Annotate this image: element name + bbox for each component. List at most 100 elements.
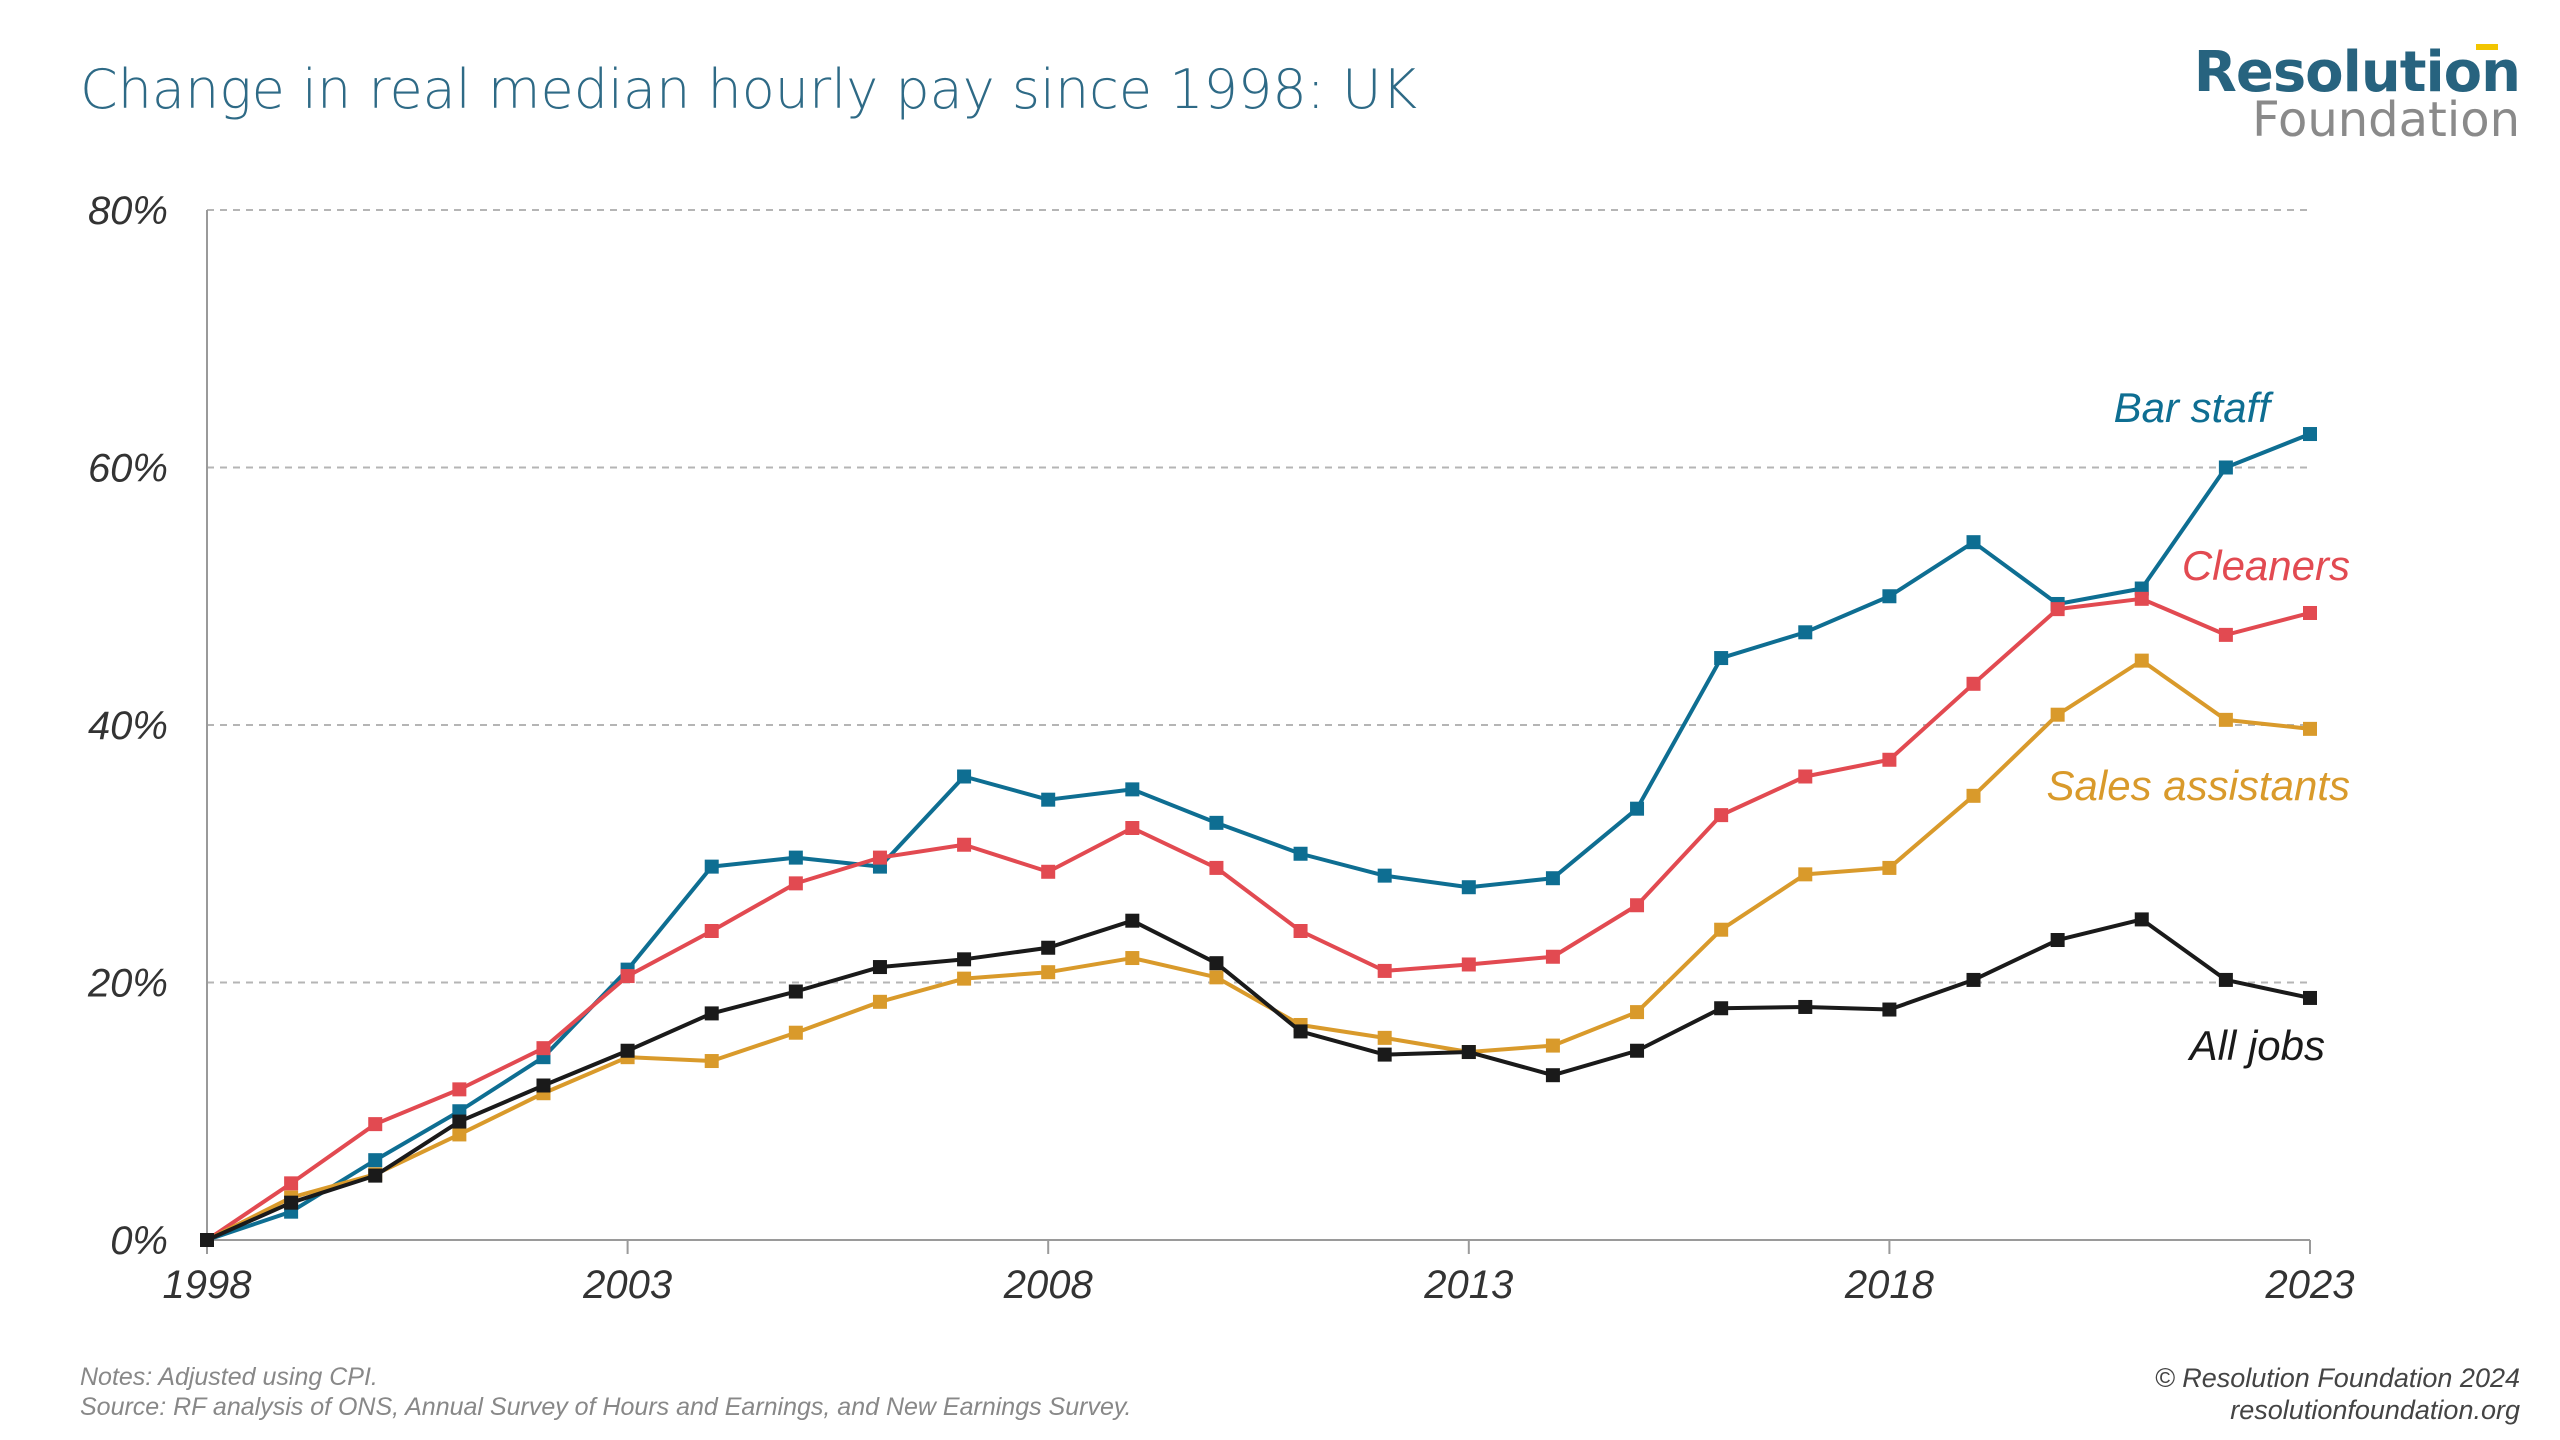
- point-sales-assistants-2008: [1041, 965, 1056, 980]
- point-cleaners-2011: [1293, 924, 1308, 938]
- point-all-jobs-2020: [2050, 933, 2065, 948]
- point-all-jobs-2015: [1630, 1043, 1645, 1058]
- point-cleaners-2010: [1209, 860, 1224, 875]
- logo-accent-mark: [2476, 44, 2498, 50]
- point-all-jobs-2023: [2303, 990, 2317, 1005]
- point-cleaners-2007: [957, 837, 972, 852]
- x-tick-label-2023: 2023: [2265, 1263, 2355, 1307]
- point-bar-staff-2017: [1798, 625, 1813, 640]
- point-sales-assistants-2005: [788, 1025, 803, 1040]
- y-tick-label-0: 0%: [110, 1219, 168, 1263]
- point-bar-staff-2016: [1714, 651, 1729, 666]
- series-label-bar-staff: Bar staff: [2114, 384, 2275, 431]
- point-cleaners-2000: [368, 1117, 383, 1132]
- point-cleaners-2002: [536, 1041, 551, 1056]
- point-all-jobs-2001: [452, 1114, 467, 1129]
- y-tick-label-60: 60%: [88, 447, 168, 491]
- x-tick-label-2008: 2008: [1003, 1263, 1094, 1307]
- point-sales-assistants-2020: [2050, 707, 2065, 722]
- point-bar-staff-2007: [957, 769, 972, 784]
- point-all-jobs-2018: [1882, 1002, 1897, 1017]
- point-all-jobs-2021: [2134, 912, 2149, 927]
- point-cleaners-2014: [1545, 949, 1560, 964]
- y-tick-label-20: 20%: [87, 962, 168, 1006]
- point-sales-assistants-2015: [1630, 1005, 1645, 1020]
- point-bar-staff-2009: [1125, 782, 1140, 797]
- point-all-jobs-2000: [368, 1168, 383, 1183]
- point-sales-assistants-2018: [1882, 860, 1897, 875]
- point-bar-staff-2011: [1293, 846, 1308, 861]
- source-text: Source: RF analysis of ONS, Annual Surve…: [80, 1393, 1132, 1421]
- point-sales-assistants-2017: [1798, 867, 1813, 882]
- point-sales-assistants-2023: [2303, 721, 2317, 736]
- logo-text-foundation: Foundation: [2252, 92, 2520, 148]
- point-sales-assistants-2019: [1966, 788, 1981, 803]
- point-bar-staff-2012: [1377, 868, 1392, 883]
- point-cleaners-2006: [872, 850, 887, 865]
- point-cleaners-2013: [1461, 957, 1476, 972]
- point-sales-assistants-2016: [1714, 922, 1729, 937]
- point-bar-staff-2004: [704, 859, 719, 874]
- series-label-all-jobs: All jobs: [2187, 1022, 2325, 1069]
- point-all-jobs-2005: [788, 984, 803, 999]
- point-bar-staff-2005: [788, 850, 803, 865]
- point-all-jobs-2006: [872, 960, 887, 975]
- point-sales-assistants-2022: [2218, 712, 2233, 727]
- x-tick-label-1998: 1998: [163, 1263, 253, 1307]
- point-cleaners-2019: [1966, 676, 1981, 691]
- point-sales-assistants-2014: [1545, 1038, 1560, 1053]
- point-bar-staff-2014: [1545, 871, 1560, 886]
- chart-title: Change in real median hourly pay since 1…: [80, 58, 1417, 121]
- point-sales-assistants-2010: [1209, 970, 1224, 985]
- point-all-jobs-2014: [1545, 1068, 1560, 1083]
- point-sales-assistants-2004: [704, 1054, 719, 1069]
- point-bar-staff-2022: [2218, 460, 2233, 475]
- point-all-jobs-1998: [200, 1233, 214, 1247]
- point-cleaners-2017: [1798, 769, 1813, 784]
- notes-text: Notes: Adjusted using CPI.: [80, 1363, 378, 1391]
- series-line-bar-staff: [206, 432, 2311, 1242]
- point-all-jobs-2017: [1798, 999, 1813, 1014]
- point-bar-staff-2015: [1630, 801, 1645, 816]
- series-line-all-jobs: [206, 917, 2311, 1242]
- series-label-sales-assistants: Sales assistants: [2047, 762, 2350, 809]
- point-all-jobs-2009: [1125, 913, 1140, 928]
- point-cleaners-2009: [1125, 821, 1140, 835]
- x-tick-label-2003: 2003: [582, 1263, 672, 1307]
- y-tick-label-40: 40%: [88, 704, 168, 748]
- point-bar-staff-2000: [368, 1153, 383, 1168]
- point-cleaners-2004: [704, 924, 719, 938]
- point-bar-staff-2008: [1041, 792, 1056, 807]
- point-cleaners-2023: [2303, 605, 2317, 620]
- point-sales-assistants-2012: [1377, 1030, 1392, 1045]
- logo-text-resolution: Resolution: [2193, 40, 2521, 105]
- point-cleaners-2021: [2134, 591, 2149, 606]
- chart-credits: © Resolution Foundation 2024 resolutionf…: [2155, 1362, 2520, 1426]
- point-all-jobs-2019: [1966, 972, 1981, 987]
- point-cleaners-2018: [1882, 752, 1897, 767]
- copyright-text: © Resolution Foundation 2024: [2154, 1363, 2520, 1393]
- point-all-jobs-2007: [957, 952, 972, 967]
- point-all-jobs-2008: [1041, 940, 1056, 955]
- point-cleaners-1999: [284, 1176, 299, 1191]
- point-sales-assistants-2001: [452, 1127, 467, 1142]
- point-cleaners-2003: [620, 969, 635, 984]
- point-bar-staff-2013: [1461, 880, 1476, 895]
- y-tick-label-80: 80%: [88, 189, 168, 233]
- point-cleaners-2005: [788, 876, 803, 891]
- point-all-jobs-2013: [1461, 1045, 1476, 1060]
- point-sales-assistants-2009: [1125, 951, 1140, 966]
- point-all-jobs-2003: [620, 1043, 635, 1058]
- point-cleaners-2012: [1377, 963, 1392, 978]
- point-all-jobs-2022: [2218, 972, 2233, 987]
- point-sales-assistants-2021: [2134, 653, 2149, 668]
- series-label-cleaners: Cleaners: [2182, 542, 2350, 589]
- point-all-jobs-2016: [1714, 1001, 1729, 1016]
- point-all-jobs-2010: [1209, 956, 1224, 971]
- point-cleaners-2020: [2050, 602, 2065, 617]
- point-bar-staff-2019: [1966, 535, 1981, 550]
- point-cleaners-2008: [1041, 864, 1056, 879]
- series-line-cleaners: [205, 596, 2311, 1242]
- point-bar-staff-2010: [1209, 815, 1224, 830]
